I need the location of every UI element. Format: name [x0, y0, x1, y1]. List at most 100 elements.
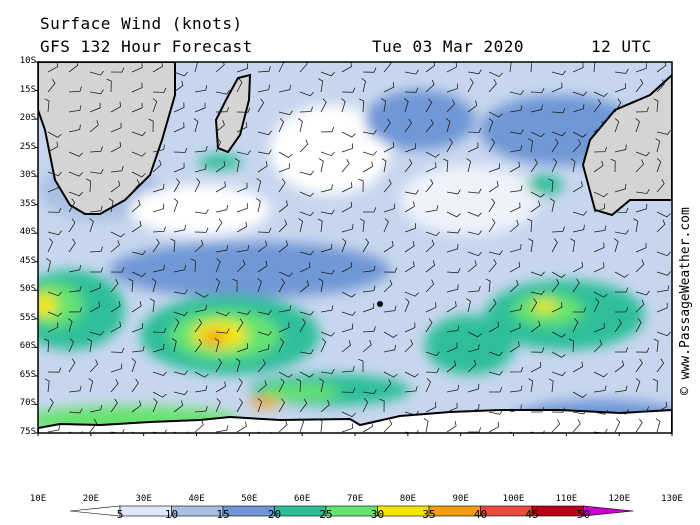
- wind-barb: [551, 238, 558, 253]
- wind-barb: [425, 205, 439, 213]
- wind-barb: [278, 271, 293, 277]
- wind-barb: [108, 198, 114, 213]
- australia-landmass: [581, 73, 672, 217]
- wind-barb: [614, 409, 629, 415]
- wind-barb: [68, 151, 83, 157]
- wind-barb: [152, 98, 158, 113]
- wind-barb: [488, 71, 503, 77]
- wind-barb: [467, 211, 482, 217]
- wind-barb: [572, 224, 585, 233]
- wind-barb: [278, 338, 285, 353]
- wind-barb: [488, 259, 497, 273]
- wind-barb: [215, 311, 230, 317]
- wind-barb: [170, 238, 176, 253]
- wind-barb: [236, 150, 251, 156]
- wind-barb: [509, 161, 521, 173]
- wind-barb: [131, 220, 142, 233]
- lon-label: 80E: [399, 494, 416, 504]
- wind-barb: [446, 228, 461, 234]
- wind-barb: [257, 149, 272, 155]
- lat-label: 50S: [19, 284, 36, 295]
- wind-barb: [446, 268, 461, 274]
- wind-barb: [530, 347, 545, 353]
- wind-barb: [572, 103, 585, 113]
- wind-barb: [194, 62, 199, 73]
- wind-barb: [47, 398, 54, 413]
- wind-barb: [509, 62, 512, 73]
- wind-barb: [425, 260, 436, 273]
- wind-barb: [509, 105, 523, 113]
- wind-barb: [467, 230, 482, 236]
- wind-barb: [299, 250, 314, 256]
- wind-barb: [528, 378, 534, 393]
- wind-barb: [383, 344, 396, 353]
- wind-barb: [572, 318, 579, 333]
- wind-barb: [635, 189, 650, 194]
- wind-barb: [530, 298, 538, 313]
- lat-label: 55S: [19, 312, 36, 323]
- lon-label: 20E: [82, 494, 99, 504]
- wind-barb: [173, 80, 184, 93]
- wind-barb: [173, 162, 185, 173]
- wind-barb: [256, 178, 262, 193]
- wind-barb: [572, 131, 587, 138]
- wind-barb: [236, 245, 250, 253]
- madagascar-landmass: [214, 73, 252, 154]
- wind-barb: [381, 98, 387, 113]
- wind-barb: [635, 318, 642, 333]
- wind-barb: [528, 238, 534, 253]
- island-marker: [377, 301, 383, 307]
- wind-barb: [363, 207, 377, 213]
- wind-barb: [341, 340, 352, 353]
- wind-barb: [635, 159, 645, 173]
- wind-barb: [551, 371, 566, 377]
- wind-barb: [656, 129, 671, 135]
- wind-barb: [593, 191, 608, 198]
- wind-barb: [362, 339, 372, 353]
- wind-barb: [446, 189, 461, 195]
- wind-barb: [404, 322, 416, 333]
- lon-label: 70E: [346, 494, 364, 504]
- wind-barb: [215, 62, 225, 73]
- wind-barb: [509, 129, 524, 135]
- wind-barb: [320, 98, 327, 113]
- wind-barb: [256, 198, 261, 213]
- wind-barb: [299, 398, 308, 413]
- wind-barb: [215, 381, 226, 393]
- wind-barb: [383, 419, 393, 433]
- wind-barb: [341, 143, 354, 153]
- wind-barb: [341, 223, 354, 233]
- wind-barb: [47, 238, 54, 253]
- colorbar-label: 20: [267, 508, 282, 521]
- wind-barb: [257, 240, 268, 253]
- wind-barb: [341, 411, 356, 418]
- wind-barb: [614, 318, 622, 333]
- wind-barb: [236, 203, 248, 213]
- wind-barb: [635, 118, 640, 133]
- wind-barb: [110, 398, 118, 413]
- wind-barb: [299, 191, 314, 197]
- wind-barb: [194, 371, 209, 378]
- wind-barb: [362, 238, 370, 253]
- wind-barb: [425, 178, 434, 193]
- wind-barb: [194, 419, 204, 433]
- wind-barb: [47, 424, 61, 433]
- credit-text: © www.PassageWeather.com: [678, 207, 693, 395]
- forecast-label: GFS 132 Hour Forecast: [40, 37, 253, 56]
- wind-barb: [548, 378, 554, 393]
- wind-barb: [319, 378, 324, 393]
- wind-barb: [635, 358, 643, 373]
- wind-barb: [488, 370, 503, 376]
- wind-barb: [446, 99, 455, 113]
- wind-barb: [299, 349, 314, 355]
- wind-barb: [635, 406, 649, 413]
- wind-barb: [530, 191, 545, 198]
- wind-barb: [89, 205, 103, 213]
- wind-barb: [614, 207, 629, 214]
- wind-barb: [173, 102, 185, 113]
- wind-barb: [110, 347, 125, 353]
- wind-barb: [341, 387, 356, 393]
- wind-barb: [257, 84, 270, 93]
- wind-barb: [110, 363, 123, 373]
- wind-barb: [110, 180, 121, 193]
